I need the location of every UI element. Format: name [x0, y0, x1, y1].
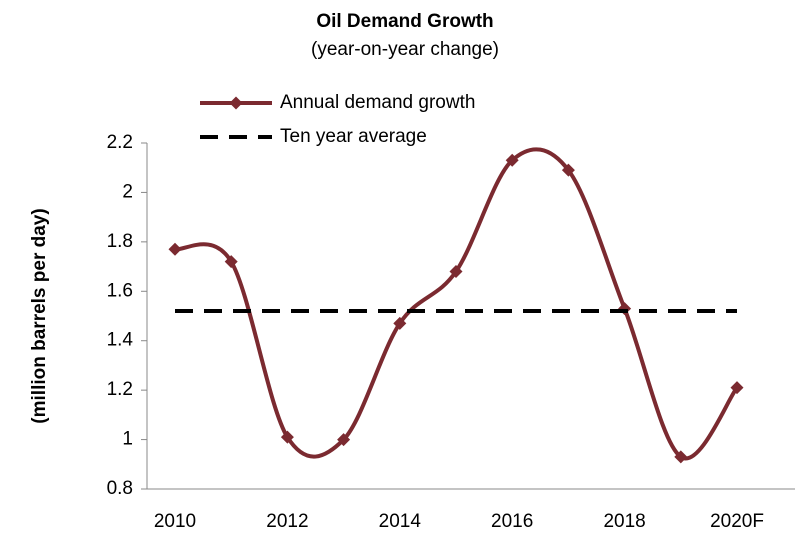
series-line [174, 147, 739, 461]
y-tick-label: 1 [122, 429, 133, 450]
legend-label: Ten year average [280, 126, 427, 147]
legend-marker [229, 96, 243, 110]
x-tick-label: 2018 [603, 511, 645, 532]
chart-title: Oil Demand Growth [316, 11, 493, 32]
marker [674, 450, 688, 464]
y-tick-label: 1.2 [107, 379, 133, 400]
x-tick-label: 2020F [710, 511, 764, 532]
marker [393, 316, 407, 330]
chart-subtitle: (year-on-year change) [311, 39, 499, 60]
y-tick-label: 2.2 [107, 132, 133, 153]
y-tick-label: 1.8 [107, 231, 133, 252]
x-tick-label: 2014 [379, 511, 422, 532]
x-tick-label: 2010 [154, 511, 196, 532]
y-axis-label: (million barrels per day) [29, 208, 50, 423]
marker [505, 153, 519, 167]
marker [449, 265, 463, 279]
marker [618, 302, 632, 316]
x-tick-label: 2016 [491, 511, 533, 532]
y-tick-label: 1.6 [107, 280, 133, 301]
marker [224, 255, 238, 269]
marker [280, 430, 294, 444]
marker [730, 381, 744, 395]
marker [337, 433, 351, 447]
y-tick-label: 2 [122, 181, 133, 202]
x-tick-label: 2012 [266, 511, 308, 532]
marker [168, 242, 182, 256]
marker [561, 163, 575, 177]
y-tick-label: 1.4 [107, 330, 134, 351]
legend-label: Annual demand growth [280, 92, 475, 113]
y-tick-label: 0.8 [107, 478, 133, 499]
